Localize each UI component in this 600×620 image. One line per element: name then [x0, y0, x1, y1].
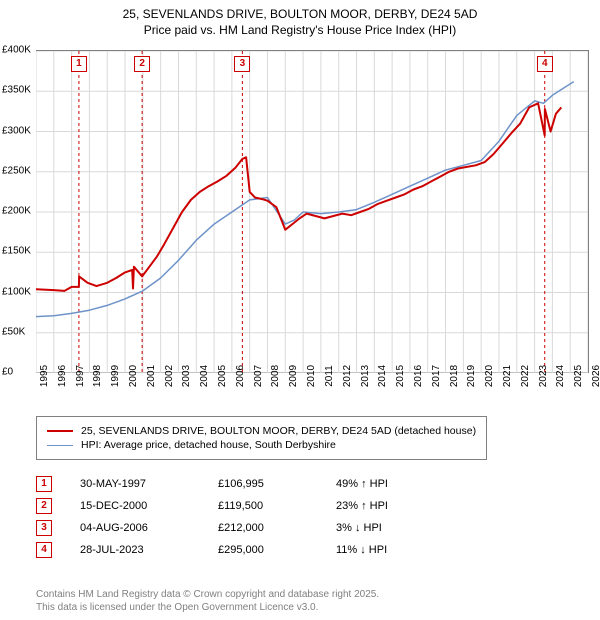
y-tick-label: £0 [2, 367, 13, 378]
x-tick-label: 1999 [110, 365, 121, 387]
x-tick-label: 1996 [57, 365, 68, 387]
x-tick-label: 2001 [146, 365, 157, 387]
sales-marker: 2 [36, 498, 52, 514]
x-tick-label: 2014 [377, 365, 388, 387]
x-tick-label: 2004 [199, 365, 210, 387]
x-tick-label: 2006 [235, 365, 246, 387]
sales-marker: 1 [36, 476, 52, 492]
x-tick-label: 2019 [466, 365, 477, 387]
legend-swatch [47, 430, 73, 432]
sales-row: 3 04-AUG-2006 £212,000 3% ↓ HPI [36, 520, 388, 536]
y-tick-label: £250K [2, 165, 31, 176]
x-tick-label: 2010 [306, 365, 317, 387]
x-tick-label: 1995 [39, 365, 50, 387]
x-tick-label: 2015 [395, 365, 406, 387]
sales-date: 04-AUG-2006 [80, 522, 190, 534]
x-tick-label: 2018 [449, 365, 460, 387]
chart-area [36, 50, 589, 373]
footer-line-2: This data is licensed under the Open Gov… [36, 601, 379, 614]
x-tick-label: 2017 [431, 365, 442, 387]
chart-marker-2: 2 [134, 56, 150, 72]
y-tick-label: £400K [2, 45, 31, 56]
legend-item: 25, SEVENLANDS DRIVE, BOULTON MOOR, DERB… [47, 425, 476, 437]
title-line-1: 25, SEVENLANDS DRIVE, BOULTON MOOR, DERB… [8, 6, 592, 22]
x-tick-label: 1998 [92, 365, 103, 387]
sales-row: 4 28-JUL-2023 £295,000 11% ↓ HPI [36, 542, 388, 558]
legend: 25, SEVENLANDS DRIVE, BOULTON MOOR, DERB… [36, 416, 487, 460]
legend-swatch [47, 445, 73, 446]
chart-svg [36, 51, 588, 373]
sales-price: £295,000 [218, 544, 308, 556]
sales-row: 1 30-MAY-1997 £106,995 49% ↑ HPI [36, 476, 388, 492]
sales-price: £119,500 [218, 500, 308, 512]
x-tick-label: 2002 [164, 365, 175, 387]
legend-label: 25, SEVENLANDS DRIVE, BOULTON MOOR, DERB… [81, 425, 476, 437]
legend-label: HPI: Average price, detached house, Sout… [81, 439, 336, 451]
chart-marker-4: 4 [537, 56, 553, 72]
sales-marker: 3 [36, 520, 52, 536]
x-tick-label: 2007 [253, 365, 264, 387]
sales-row: 2 15-DEC-2000 £119,500 23% ↑ HPI [36, 498, 388, 514]
y-tick-label: £350K [2, 85, 31, 96]
chart-title: 25, SEVENLANDS DRIVE, BOULTON MOOR, DERB… [0, 0, 600, 40]
sales-price: £106,995 [218, 478, 308, 490]
x-tick-label: 2020 [484, 365, 495, 387]
x-tick-label: 2011 [324, 365, 335, 387]
chart-marker-1: 1 [71, 56, 87, 72]
x-tick-label: 2012 [342, 365, 353, 387]
x-tick-label: 2021 [502, 365, 513, 387]
sales-date: 15-DEC-2000 [80, 500, 190, 512]
x-tick-label: 1997 [75, 365, 86, 387]
sales-delta: 49% ↑ HPI [336, 478, 388, 490]
sales-table: 1 30-MAY-1997 £106,995 49% ↑ HPI 2 15-DEC-200… [36, 470, 388, 564]
x-tick-label: 2026 [591, 365, 600, 387]
sales-delta: 11% ↓ HPI [336, 544, 387, 556]
x-tick-label: 2009 [288, 365, 299, 387]
y-tick-label: £300K [2, 125, 31, 136]
sales-marker: 4 [36, 542, 52, 558]
title-line-2: Price paid vs. HM Land Registry's House … [8, 22, 592, 38]
x-tick-label: 2013 [360, 365, 371, 387]
y-tick-label: £150K [2, 246, 31, 257]
x-tick-label: 2003 [181, 365, 192, 387]
footer: Contains HM Land Registry data © Crown c… [36, 588, 379, 614]
sales-price: £212,000 [218, 522, 308, 534]
x-tick-label: 2022 [520, 365, 531, 387]
x-tick-label: 2023 [538, 365, 549, 387]
sales-delta: 3% ↓ HPI [336, 522, 382, 534]
sales-date: 28-JUL-2023 [80, 544, 190, 556]
x-tick-label: 2024 [555, 365, 566, 387]
x-tick-label: 2016 [413, 365, 424, 387]
sales-date: 30-MAY-1997 [80, 478, 190, 490]
x-tick-label: 2005 [217, 365, 228, 387]
sales-delta: 23% ↑ HPI [336, 500, 388, 512]
legend-item: HPI: Average price, detached house, Sout… [47, 439, 476, 451]
x-tick-label: 2000 [128, 365, 139, 387]
x-tick-label: 2008 [270, 365, 281, 387]
footer-line-1: Contains HM Land Registry data © Crown c… [36, 588, 379, 601]
y-tick-label: £100K [2, 286, 31, 297]
y-tick-label: £200K [2, 206, 31, 217]
chart-marker-3: 3 [234, 56, 250, 72]
y-tick-label: £50K [2, 326, 25, 337]
x-tick-label: 2025 [573, 365, 584, 387]
